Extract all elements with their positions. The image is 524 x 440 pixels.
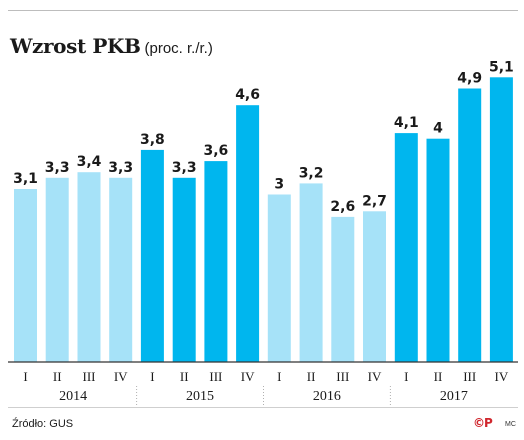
value-label-6: 3,3 bbox=[172, 160, 197, 176]
author-initials: MC bbox=[505, 421, 516, 428]
bar-14 bbox=[426, 138, 450, 362]
quarter-label-14: II bbox=[434, 369, 443, 384]
bar-13 bbox=[394, 133, 418, 362]
bar-12 bbox=[363, 211, 386, 362]
bar-1 bbox=[14, 189, 37, 362]
bar-9 bbox=[267, 194, 291, 362]
bar-16 bbox=[489, 77, 513, 363]
value-label-14: 4 bbox=[433, 121, 443, 137]
bottom-divider bbox=[8, 407, 518, 408]
quarter-label-3: III bbox=[83, 369, 96, 384]
value-label-7: 3,6 bbox=[203, 143, 228, 159]
value-label-9: 3 bbox=[274, 177, 284, 193]
year-label-2015: 2015 bbox=[186, 389, 214, 404]
chart-title: Wzrost PKB bbox=[10, 34, 141, 58]
chart-subtitle: (proc. r./r.) bbox=[144, 40, 213, 57]
publisher-logo: ©P bbox=[473, 416, 493, 430]
quarter-label-11: III bbox=[336, 369, 349, 384]
value-label-13: 4,1 bbox=[394, 115, 419, 131]
value-label-11: 2,6 bbox=[330, 199, 355, 215]
value-label-5: 3,8 bbox=[140, 132, 165, 148]
value-label-8: 4,6 bbox=[235, 87, 260, 103]
quarter-label-10: II bbox=[307, 369, 316, 384]
bar-7 bbox=[204, 161, 228, 362]
quarter-label-9: I bbox=[277, 369, 281, 384]
quarter-label-8: IV bbox=[241, 369, 255, 384]
quarter-label-2: II bbox=[53, 369, 62, 384]
title-line: Wzrost PKB (proc. r./r.) bbox=[10, 34, 213, 58]
value-label-15: 4,9 bbox=[457, 71, 482, 87]
quarter-label-16: IV bbox=[495, 369, 509, 384]
quarter-label-4: IV bbox=[114, 369, 128, 384]
value-label-12: 2,7 bbox=[362, 193, 387, 209]
value-label-1: 3,1 bbox=[13, 171, 38, 187]
quarter-label-13: I bbox=[404, 369, 408, 384]
bar-3 bbox=[77, 172, 101, 362]
value-label-10: 3,2 bbox=[299, 165, 324, 181]
bar-15 bbox=[458, 88, 482, 362]
bar-5 bbox=[140, 149, 164, 362]
quarter-label-15: III bbox=[463, 369, 476, 384]
value-label-16: 5,1 bbox=[489, 59, 514, 75]
bar-10 bbox=[299, 183, 323, 362]
value-label-3: 3,4 bbox=[77, 154, 102, 170]
quarter-label-7: III bbox=[209, 369, 222, 384]
quarter-label-12: IV bbox=[368, 369, 382, 384]
quarter-label-1: I bbox=[23, 369, 27, 384]
value-label-4: 3,3 bbox=[108, 160, 133, 176]
bar-11 bbox=[331, 216, 355, 362]
year-label-2014: 2014 bbox=[59, 389, 87, 404]
quarter-label-5: I bbox=[150, 369, 154, 384]
bar-8 bbox=[236, 105, 260, 362]
bar-2 bbox=[45, 177, 69, 362]
year-label-2017: 2017 bbox=[440, 389, 468, 404]
bar-6 bbox=[172, 177, 196, 362]
year-label-2016: 2016 bbox=[313, 389, 341, 404]
value-label-2: 3,3 bbox=[45, 160, 70, 176]
bar-4 bbox=[109, 177, 133, 362]
quarter-label-6: II bbox=[180, 369, 189, 384]
source-note: Źródło: GUS bbox=[12, 418, 74, 430]
top-divider bbox=[8, 10, 518, 11]
